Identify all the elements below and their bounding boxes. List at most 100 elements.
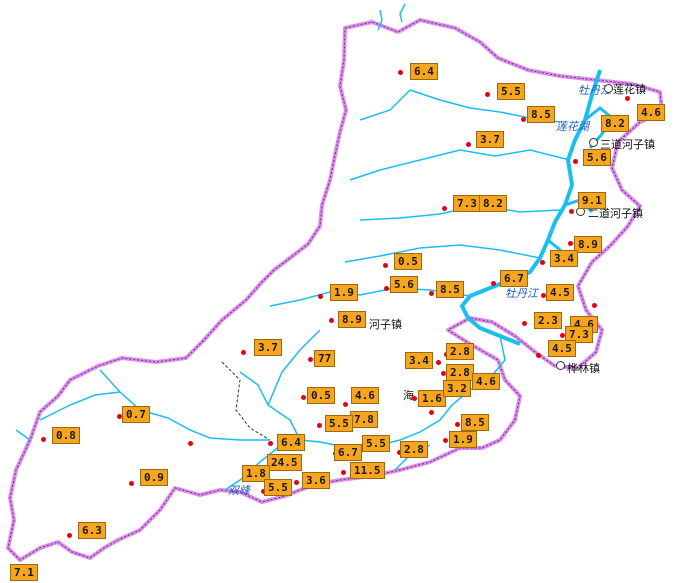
station-label[interactable]: 9.1	[578, 192, 606, 209]
station-dot	[592, 303, 597, 308]
station-label[interactable]: 1.9	[330, 284, 358, 301]
station-dot	[560, 333, 565, 338]
station-label[interactable]: 11.5	[350, 462, 385, 479]
station-dot	[625, 96, 630, 101]
station-label[interactable]: 7.1	[10, 564, 38, 581]
station-label[interactable]: 8.2	[601, 115, 629, 132]
river-label: 双峰	[228, 484, 250, 497]
station-dot	[341, 470, 346, 475]
station-dot	[429, 410, 434, 415]
station-label[interactable]: 1.6	[418, 390, 446, 407]
station-label[interactable]: 2.8	[446, 343, 474, 360]
station-label[interactable]: 8.5	[461, 414, 489, 431]
station-dot	[384, 286, 389, 291]
station-label[interactable]: 2.8	[446, 364, 474, 381]
station-dot	[442, 206, 447, 211]
town-label: 三道河子镇	[600, 138, 655, 151]
town-marker-icon	[556, 361, 565, 370]
station-dot	[343, 402, 348, 407]
station-dot	[441, 371, 446, 376]
station-label[interactable]: 8.9	[338, 311, 366, 328]
station-dot	[429, 291, 434, 296]
station-label[interactable]: 5.5	[497, 83, 525, 100]
station-dot	[491, 281, 496, 286]
station-dot	[301, 395, 306, 400]
town-marker-icon	[589, 138, 598, 147]
town-label: 桦林镇	[567, 362, 600, 375]
river-label: 牡丹江	[578, 84, 611, 97]
town-label: 海	[403, 389, 414, 402]
station-label[interactable]: 3.7	[254, 339, 282, 356]
town-label: 二道河子镇	[588, 207, 643, 220]
station-label[interactable]: 3.4	[550, 250, 578, 267]
station-dot	[573, 159, 578, 164]
station-label[interactable]: 1.9	[449, 431, 477, 448]
station-dot	[455, 422, 460, 427]
station-label[interactable]: 5.6	[390, 276, 418, 293]
station-label[interactable]: 5.6	[583, 149, 611, 166]
river-label: 莲花湖	[556, 120, 589, 133]
station-dot	[397, 450, 402, 455]
station-label[interactable]: 0.5	[394, 253, 422, 270]
station-label[interactable]: 6.7	[500, 270, 528, 287]
station-dot	[318, 294, 323, 299]
station-label[interactable]: 3.4	[405, 352, 433, 369]
station-dot	[436, 360, 441, 365]
station-label[interactable]: 1.8	[242, 465, 270, 482]
town-label: 河子镇	[369, 318, 402, 331]
station-dot	[117, 414, 122, 419]
station-dot	[67, 533, 72, 538]
station-dot	[443, 438, 448, 443]
station-label[interactable]: 8.5	[436, 281, 464, 298]
station-label[interactable]: 0.7	[122, 406, 150, 423]
station-label[interactable]: 4.6	[637, 104, 665, 121]
station-label[interactable]: 7.8	[350, 411, 378, 428]
station-label[interactable]: 24.5	[267, 454, 302, 471]
station-label[interactable]: 6.4	[410, 63, 438, 80]
station-dot	[536, 353, 541, 358]
station-dot	[540, 260, 545, 265]
station-dot	[317, 423, 322, 428]
station-label[interactable]: 7.3	[453, 195, 481, 212]
station-label[interactable]: 3.6	[302, 472, 330, 489]
station-label[interactable]: 77	[314, 350, 336, 367]
station-label[interactable]: 4.5	[546, 284, 574, 301]
station-dot	[568, 241, 573, 246]
station-dot	[541, 293, 546, 298]
station-label[interactable]: 4.6	[351, 387, 379, 404]
station-label[interactable]: 0.5	[307, 387, 335, 404]
station-label[interactable]: 4.5	[548, 340, 576, 357]
station-label[interactable]: 5.5	[362, 435, 390, 452]
station-dot	[268, 441, 273, 446]
station-label[interactable]: 6.3	[78, 522, 106, 539]
station-label[interactable]: 8.5	[527, 106, 555, 123]
station-dot	[521, 117, 526, 122]
station-label[interactable]: 6.7	[334, 444, 362, 461]
station-label[interactable]: 4.6	[472, 373, 500, 390]
station-dot	[129, 481, 134, 486]
station-label[interactable]: 0.8	[52, 427, 80, 444]
town-label: 莲花镇	[613, 83, 646, 96]
station-dot	[398, 70, 403, 75]
station-label[interactable]: 5.5	[264, 479, 292, 496]
station-label[interactable]: 5.5	[325, 415, 353, 432]
station-label[interactable]: 8.9	[574, 236, 602, 253]
station-dot	[466, 142, 471, 147]
station-dot	[261, 489, 266, 494]
station-label[interactable]: 7.3	[565, 326, 593, 343]
station-dot	[294, 480, 299, 485]
station-label[interactable]: 8.2	[479, 195, 507, 212]
station-label[interactable]: 3.7	[476, 131, 504, 148]
station-label[interactable]: 2.8	[400, 441, 428, 458]
station-label[interactable]: 0.9	[140, 469, 168, 486]
river-label: 牡丹江	[505, 287, 538, 300]
station-label[interactable]: 3.2	[443, 380, 471, 397]
station-label[interactable]: 6.4	[277, 434, 305, 451]
station-dot	[412, 396, 417, 401]
station-dot	[569, 209, 574, 214]
station-dot	[383, 263, 388, 268]
town-marker-icon	[604, 84, 613, 93]
station-dot	[241, 350, 246, 355]
station-label[interactable]: 2.3	[534, 312, 562, 329]
